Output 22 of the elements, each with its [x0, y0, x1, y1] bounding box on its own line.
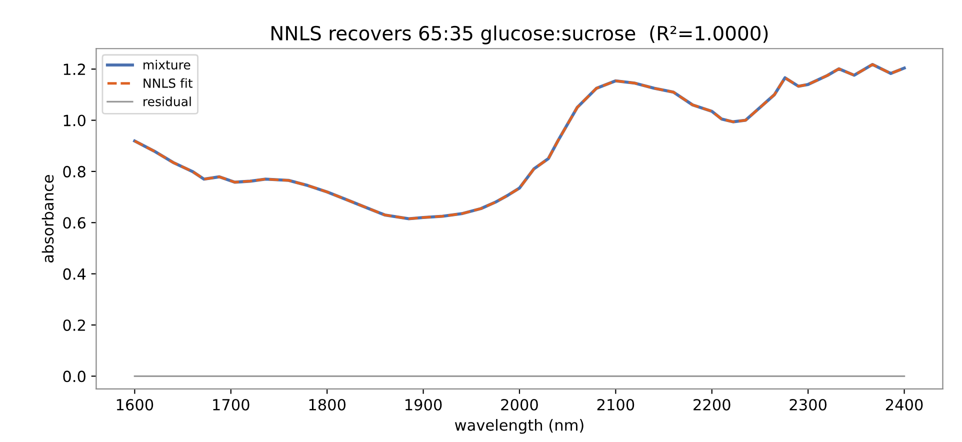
y-tick-label: 0.2	[63, 319, 85, 332]
y-tick-label: 1.2	[64, 64, 85, 75]
x-axis-title: wavelength (nm)	[454, 419, 584, 434]
y-tick-label: 0.6	[63, 217, 86, 229]
x-tick-label: 2400	[886, 398, 923, 411]
y-tick-label: 0.8	[63, 166, 86, 178]
y-axis-title: absorbance	[42, 175, 54, 262]
y-tick-label: 1.0	[64, 114, 86, 126]
legend-label: mixture	[144, 60, 190, 70]
y-tick-label: 0.0	[63, 370, 86, 382]
legend-label: NNLS fit	[144, 78, 192, 88]
x-tick-label: 2000	[501, 398, 538, 411]
y-tick-label: 0.4	[63, 268, 86, 280]
x-tick-label: 1800	[309, 398, 346, 411]
x-tick-label: 2100	[597, 398, 634, 411]
x-tick-label: 2300	[790, 398, 827, 411]
x-tick-label: 1600	[116, 398, 154, 411]
x-tick-label: 2200	[694, 398, 730, 411]
x-tick-label: 1900	[406, 398, 442, 411]
chart-title: NNLS recovers 65:35 glucose:sucrose (R²=1.0000)	[272, 26, 768, 44]
x-tick-label: 1700	[213, 398, 250, 411]
legend-label: residual	[144, 96, 191, 106]
